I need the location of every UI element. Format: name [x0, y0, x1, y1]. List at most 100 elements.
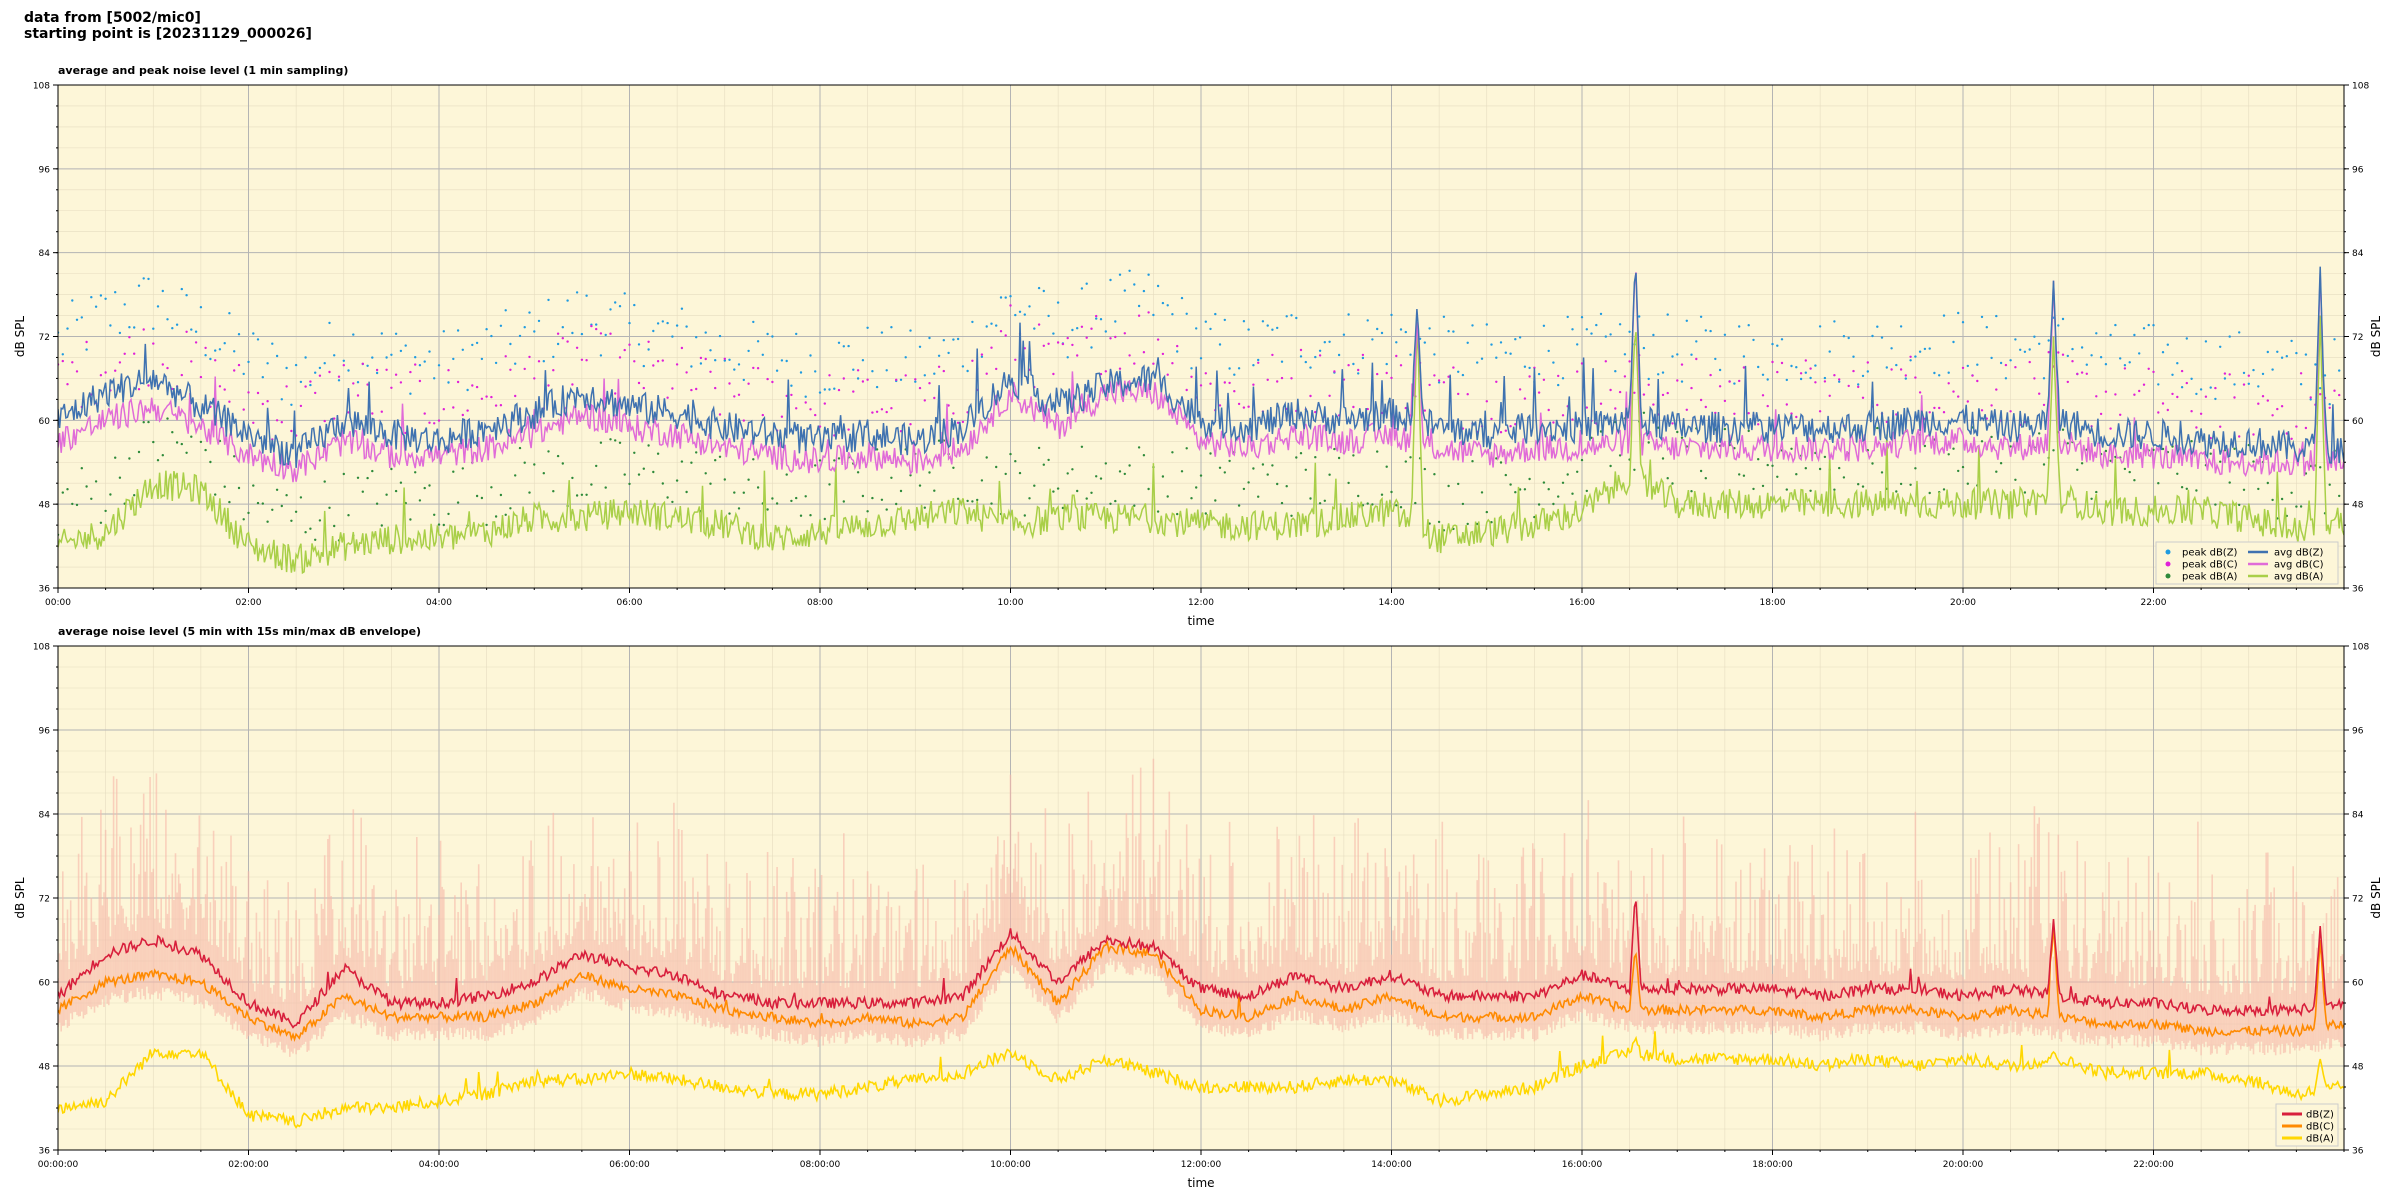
peak-point — [1995, 388, 1998, 391]
peak-point — [2176, 472, 2179, 475]
peak-point — [523, 461, 526, 464]
peak-point — [2309, 398, 2312, 401]
peak-point — [956, 497, 960, 500]
peak-point — [1504, 473, 1508, 477]
peak-point — [1309, 497, 1312, 500]
x-tick-label: 20:00 — [1950, 598, 1976, 608]
peak-point — [1676, 379, 1679, 382]
peak-point — [1271, 328, 1274, 331]
peak-point — [2333, 338, 2336, 341]
peak-point — [2180, 486, 2184, 489]
peak-point — [942, 339, 945, 342]
peak-point — [942, 369, 945, 373]
peak-point — [1204, 512, 1208, 515]
peak-point — [1571, 418, 1574, 421]
peak-point — [1299, 355, 1303, 358]
peak-point — [1666, 391, 1669, 395]
peak-point — [1747, 324, 1750, 327]
peak-point — [561, 326, 564, 329]
peak-point — [2080, 371, 2084, 374]
peak-point — [2228, 373, 2231, 376]
peak-point — [485, 523, 488, 527]
peak-point — [547, 450, 550, 453]
peak-point — [856, 377, 860, 380]
peak-point — [828, 483, 831, 486]
peak-point — [328, 370, 331, 374]
peak-point — [880, 408, 884, 411]
legend-label: avg dB(A) — [2274, 572, 2324, 583]
peak-point — [995, 367, 998, 371]
peak-point — [1380, 331, 1384, 335]
peak-point — [437, 419, 441, 422]
peak-point — [133, 494, 136, 497]
peak-point — [352, 333, 355, 336]
peak-point — [1199, 357, 1203, 360]
peak-point — [85, 340, 88, 344]
peak-point — [385, 356, 388, 359]
y-tick-label-right: 36 — [2352, 1147, 2364, 1157]
peak-point — [1809, 376, 1812, 380]
peak-point — [1861, 374, 1865, 378]
peak-point — [2195, 426, 2198, 429]
peak-point — [118, 476, 122, 479]
peak-point — [823, 402, 826, 405]
peak-point — [223, 342, 226, 345]
peak-point — [1928, 411, 1931, 414]
peak-point — [171, 327, 174, 330]
peak-point — [1047, 314, 1050, 318]
peak-point — [1028, 305, 1031, 308]
peak-point — [1090, 327, 1093, 330]
peak-point — [1914, 376, 1917, 379]
peak-point — [1061, 342, 1065, 346]
peak-point — [1452, 366, 1455, 369]
peak-point — [775, 502, 779, 505]
peak-point — [266, 520, 269, 523]
peak-point — [137, 284, 141, 287]
peak-point — [218, 348, 222, 351]
peak-point — [2109, 427, 2112, 430]
peak-point — [1485, 323, 1489, 326]
peak-point — [1766, 378, 1769, 381]
peak-point — [1976, 363, 1979, 366]
peak-point — [1371, 338, 1374, 341]
peak-point — [823, 517, 826, 521]
peak-point — [1047, 342, 1050, 345]
peak-point — [1433, 374, 1436, 377]
peak-point — [1504, 351, 1508, 354]
peak-point — [2038, 392, 2041, 395]
peak-point — [671, 387, 674, 390]
peak-point — [1080, 287, 1084, 290]
peak-point — [728, 382, 731, 385]
peak-point — [2038, 342, 2041, 345]
peak-point — [780, 415, 784, 418]
peak-point — [2028, 348, 2031, 351]
peak-point — [575, 346, 579, 349]
peak-point — [875, 410, 879, 413]
peak-point — [2295, 505, 2298, 508]
peak-point — [675, 324, 679, 327]
peak-point — [1276, 326, 1279, 330]
peak-point — [875, 448, 879, 451]
peak-point — [699, 362, 703, 365]
peak-point — [1633, 468, 1636, 471]
peak-point — [1176, 512, 1179, 516]
peak-point — [128, 326, 131, 329]
peak-point — [1423, 467, 1427, 471]
peak-point — [1904, 377, 1908, 380]
peak-point — [418, 364, 422, 367]
peak-point — [1437, 379, 1441, 382]
peak-point — [542, 472, 545, 475]
peak-point — [423, 360, 426, 363]
peak-point — [2280, 405, 2284, 408]
peak-point — [1014, 313, 1017, 317]
peak-point — [204, 354, 207, 357]
peak-point — [1766, 463, 1769, 467]
peak-point — [1171, 451, 1174, 454]
peak-point — [1633, 391, 1636, 394]
peak-point — [680, 460, 684, 463]
peak-point — [856, 471, 860, 474]
peak-point — [442, 330, 445, 333]
y-tick-label-left: 48 — [39, 501, 51, 511]
peak-point — [2204, 395, 2208, 398]
peak-point — [1990, 435, 1993, 439]
